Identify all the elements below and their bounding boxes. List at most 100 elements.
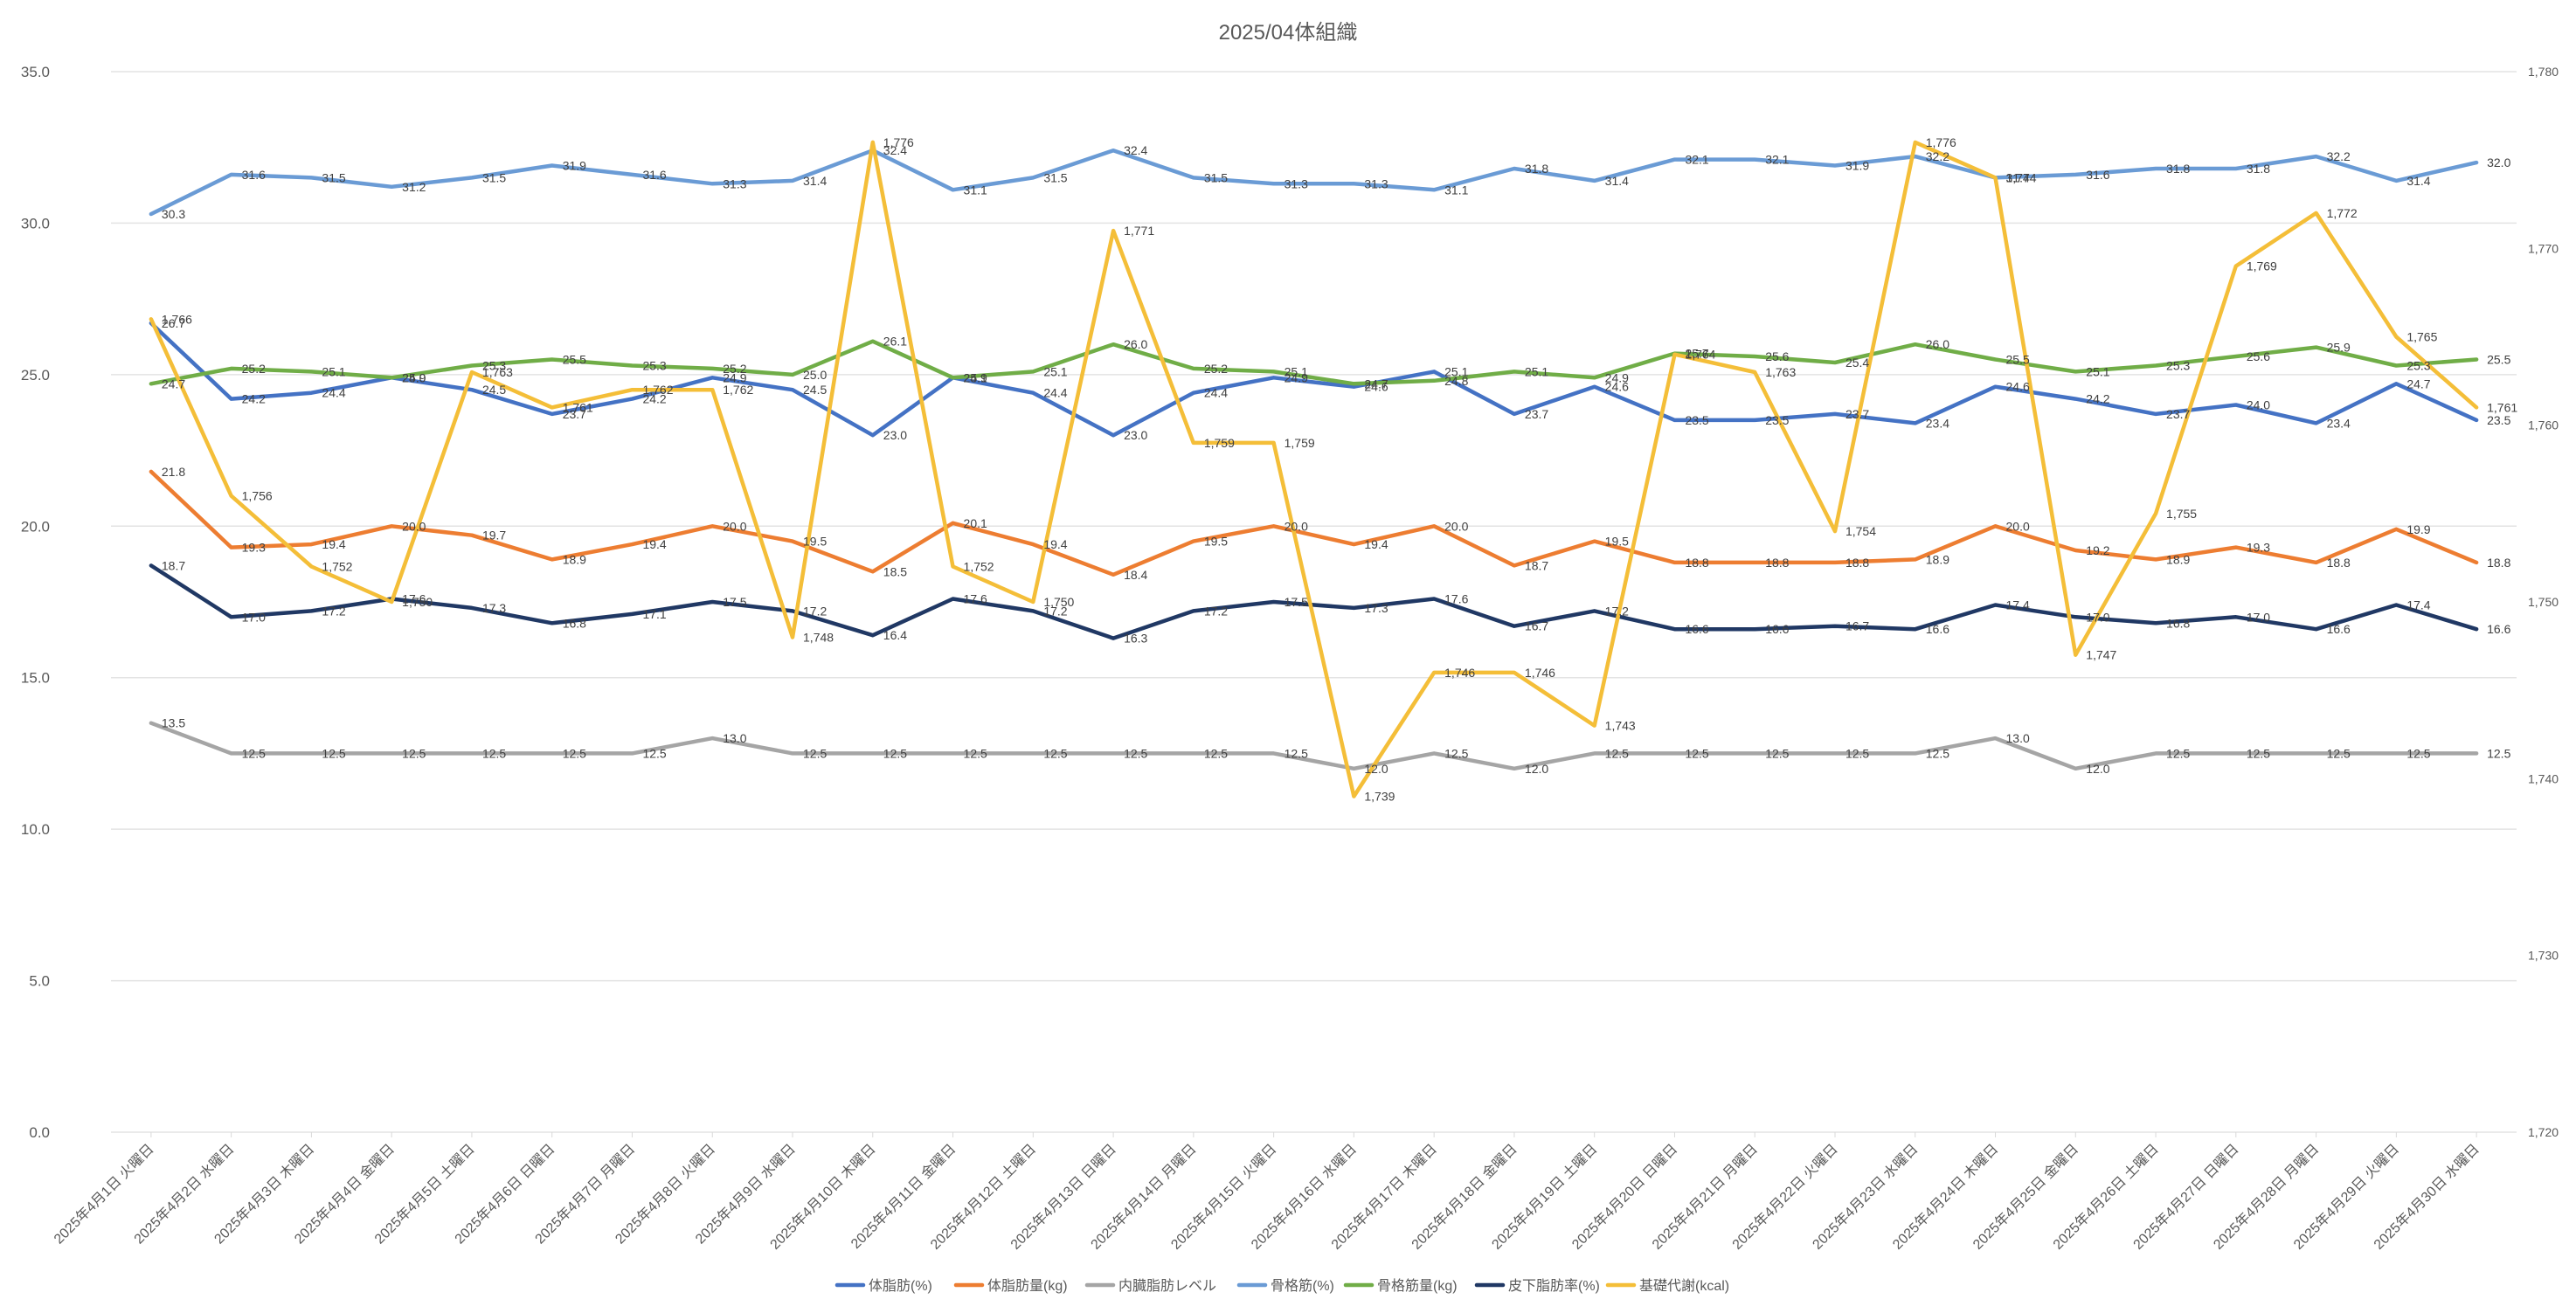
data-label: 31.1 <box>1444 183 1468 197</box>
data-label: 25.2 <box>1204 362 1228 376</box>
y2-tick-label: 1,740 <box>2528 771 2559 785</box>
data-label: 31.4 <box>2406 174 2430 188</box>
data-label: 1,776 <box>883 135 914 149</box>
series-line <box>149 469 2479 577</box>
data-label: 26.0 <box>1926 337 1949 351</box>
data-label: 31.8 <box>1525 162 1548 176</box>
legend-entry: 体脂肪(%) <box>869 1278 932 1294</box>
y2-tick-label: 1,770 <box>2528 241 2559 255</box>
data-label: 17.6 <box>1444 592 1468 606</box>
data-label: 12.5 <box>482 746 506 760</box>
data-label: 1,764 <box>1685 348 1715 362</box>
data-label: 17.1 <box>642 607 666 621</box>
data-label: 18.9 <box>2166 552 2190 566</box>
data-label: 12.5 <box>402 746 426 760</box>
series-line <box>149 148 2479 217</box>
data-label: 24.8 <box>1444 374 1468 388</box>
data-label: 12.5 <box>2487 746 2510 760</box>
data-label: 1,754 <box>1845 524 1876 538</box>
data-label: 23.4 <box>2327 416 2351 430</box>
data-label: 20.0 <box>2006 519 2030 533</box>
data-label: 31.4 <box>2006 170 2030 184</box>
data-label: 24.7 <box>1364 377 1388 390</box>
data-label: 12.5 <box>1444 746 1468 760</box>
data-label: 12.5 <box>1605 746 1629 760</box>
data-label: 17.3 <box>1364 601 1388 615</box>
data-label: 31.4 <box>803 174 827 188</box>
data-label: 19.7 <box>482 529 506 542</box>
data-label: 25.2 <box>723 362 746 376</box>
data-label: 19.3 <box>242 541 266 555</box>
data-label: 1,765 <box>2406 330 2437 344</box>
y-tick-label: 15.0 <box>21 670 50 687</box>
series-line <box>149 563 2479 640</box>
data-label: 1,739 <box>1364 790 1395 804</box>
data-label: 25.1 <box>1043 364 1067 378</box>
data-label: 18.7 <box>1525 558 1548 572</box>
data-label: 1,750 <box>1043 595 1074 609</box>
data-label: 24.7 <box>2406 377 2430 390</box>
data-label: 30.3 <box>162 207 185 221</box>
data-label: 23.7 <box>2166 407 2190 421</box>
data-label: 16.7 <box>1845 619 1869 633</box>
data-label: 19.5 <box>803 535 827 549</box>
data-label: 18.8 <box>2487 556 2510 570</box>
data-label: 19.5 <box>1605 535 1629 549</box>
data-label: 16.4 <box>883 628 907 642</box>
data-label: 1,750 <box>402 595 433 609</box>
data-label: 24.9 <box>1605 370 1629 384</box>
data-label: 25.3 <box>2406 358 2430 372</box>
data-label: 1,743 <box>1605 719 1636 733</box>
data-label: 25.1 <box>322 364 345 378</box>
data-label: 13.0 <box>723 731 746 745</box>
data-label: 12.5 <box>803 746 827 760</box>
data-label: 31.1 <box>964 183 987 197</box>
data-label: 18.8 <box>1685 556 1708 570</box>
data-label: 12.5 <box>1124 746 1147 760</box>
y2-tick-label: 1,720 <box>2528 1125 2559 1139</box>
data-labels: 26.7 24.2 24.4 24.9 24.5 23.7 24.2 24.9 24.5 23.0… <box>162 135 2517 804</box>
data-label: 24.4 <box>322 386 345 400</box>
data-label: 12.5 <box>563 746 586 760</box>
data-label: 1,759 <box>1285 436 1315 450</box>
data-label: 16.8 <box>2166 616 2190 630</box>
data-label: 25.3 <box>482 358 506 372</box>
data-label: 17.5 <box>723 595 746 609</box>
data-label: 17.3 <box>482 601 506 615</box>
data-label: 31.8 <box>2166 162 2190 176</box>
data-label: 1,769 <box>2247 259 2277 273</box>
series-line <box>149 321 2479 438</box>
data-label: 17.6 <box>402 592 426 606</box>
data-label: 20.0 <box>1444 519 1468 533</box>
data-label: 16.8 <box>563 616 586 630</box>
data-label: 24.9 <box>402 370 426 384</box>
data-label: 25.9 <box>2327 341 2351 355</box>
data-label: 1,747 <box>2086 648 2116 662</box>
data-label: 24.9 <box>964 370 987 384</box>
data-label: 25.4 <box>1845 356 1869 370</box>
data-label: 1,752 <box>964 560 994 574</box>
data-label: 12.5 <box>642 746 666 760</box>
data-label: 19.4 <box>322 537 345 551</box>
data-label: 31.5 <box>1043 170 1067 184</box>
legend-entry: 体脂肪量(kg) <box>987 1278 1068 1294</box>
data-label: 24.5 <box>803 383 827 397</box>
data-label: 12.5 <box>2166 746 2190 760</box>
data-label: 24.4 <box>1043 386 1067 400</box>
data-label: 25.3 <box>2166 358 2190 372</box>
data-label: 31.5 <box>1204 170 1228 184</box>
y-axis-left: 0.0 5.0 10.0 15.0 20.0 25.0 30.0 35.0 <box>21 64 50 1141</box>
data-label: 25.5 <box>2487 353 2510 367</box>
data-label: 19.4 <box>1364 537 1388 551</box>
data-label: 24.9 <box>1285 370 1308 384</box>
data-label: 12.5 <box>1685 746 1708 760</box>
series-line <box>149 721 2479 771</box>
data-label: 23.7 <box>1525 407 1548 421</box>
data-label: 25.5 <box>2006 353 2030 367</box>
data-label: 12.5 <box>1204 746 1228 760</box>
data-label: 25.1 <box>964 370 987 384</box>
data-label: 12.5 <box>1285 746 1308 760</box>
data-label: 32.1 <box>1765 153 1789 167</box>
data-label: 31.5 <box>482 170 506 184</box>
data-label: 26.7 <box>162 316 185 330</box>
